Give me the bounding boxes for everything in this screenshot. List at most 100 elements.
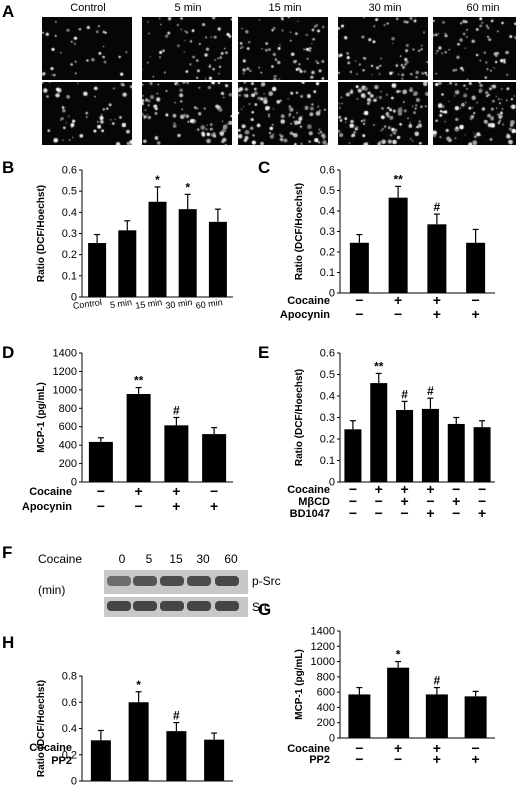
micrograph-60min-top xyxy=(433,17,516,80)
treatment-sign-d: − xyxy=(97,498,105,514)
significance-mark-c: ** xyxy=(393,172,403,186)
bar-b xyxy=(88,243,107,297)
src-band xyxy=(133,601,157,611)
treatment-sign-h: + xyxy=(210,752,218,768)
treatment-sign-e: − xyxy=(349,493,357,509)
treatment-sign-e: + xyxy=(426,481,434,497)
bar-c xyxy=(427,224,447,293)
blot-cocaine-label: Cocaine xyxy=(38,552,83,566)
y-tick-label-b: 0.3 xyxy=(62,228,77,240)
y-tick-label-c: 0.2 xyxy=(320,247,335,259)
treatment-sign-e: − xyxy=(349,505,357,521)
y-tick-label-e: 0.3 xyxy=(320,412,335,424)
src-band xyxy=(215,601,239,611)
psrc-band xyxy=(107,576,131,586)
treatment-sign-c: + xyxy=(433,306,441,322)
y-tick-label-e: 0.4 xyxy=(320,391,335,403)
src-band xyxy=(107,601,131,611)
significance-mark-d: ** xyxy=(134,374,144,388)
micrograph-60min-bottom xyxy=(433,82,516,145)
bar-e xyxy=(421,408,439,482)
treatment-label-g: Cocaine xyxy=(287,743,330,755)
y-tick-label-h: 0.4 xyxy=(62,723,77,735)
y-tick-label-g: 1000 xyxy=(311,656,335,668)
x-tick-label-b: Control xyxy=(72,297,102,311)
significance-mark-e: # xyxy=(401,387,408,401)
bar-e xyxy=(396,409,414,482)
treatment-label-d: Apocynin xyxy=(22,501,72,513)
micrograph-15min-top xyxy=(238,17,328,80)
y-tick-label-c: 0 xyxy=(329,288,335,300)
y-tick-label-d: 1200 xyxy=(53,366,77,378)
treatment-sign-e: − xyxy=(375,493,383,509)
treatment-sign-d: + xyxy=(172,483,180,499)
blot-lane-label: 30 xyxy=(196,552,210,566)
blot-psrc-label: p-Src xyxy=(252,574,281,588)
treatment-sign-g: + xyxy=(433,740,441,756)
micrograph-label-15min: 15 min xyxy=(268,2,302,14)
treatment-sign-e: + xyxy=(400,493,408,509)
y-tick-label-h: 0.2 xyxy=(62,749,77,761)
treatment-sign-g: − xyxy=(355,740,363,756)
panel-letter-f: F xyxy=(2,543,13,562)
significance-mark-d: # xyxy=(173,404,180,418)
micrograph-15min-bottom xyxy=(238,82,328,145)
treatment-sign-h: − xyxy=(97,739,105,755)
y-tick-label-d: 0 xyxy=(71,477,77,489)
bar-h xyxy=(128,702,149,781)
y-tick-label-b: 0.4 xyxy=(62,207,77,219)
y-tick-label-b: 0.5 xyxy=(62,186,77,198)
bar-d xyxy=(126,394,151,482)
y-axis-label-g: MCP-1 (pg/mL) xyxy=(294,649,305,720)
x-tick-label-b: 30 min xyxy=(165,297,193,311)
blot-lane-label: 5 xyxy=(145,552,153,566)
y-tick-label-c: 0.3 xyxy=(320,226,335,238)
micrograph-30min-bottom xyxy=(338,82,428,145)
treatment-sign-e: − xyxy=(478,493,486,509)
treatment-label-e: Cocaine xyxy=(287,484,330,496)
treatment-label-c: Apocynin xyxy=(280,309,330,321)
y-tick-label-h: 0 xyxy=(71,776,77,788)
treatment-sign-e: − xyxy=(478,481,486,497)
y-axis-label-h: Ratio (DCF/Hoechst) xyxy=(36,680,47,777)
bar-h xyxy=(90,740,111,781)
y-axis-label-d: MCP-1 (pg/mL) xyxy=(36,382,47,453)
y-tick-label-g: 0 xyxy=(329,733,335,745)
y-tick-label-c: 0.5 xyxy=(320,185,335,197)
bar-h xyxy=(204,739,225,781)
panel-letter-h: H xyxy=(2,633,15,652)
y-tick-label-b: 0.6 xyxy=(62,165,77,177)
significance-mark-h: * xyxy=(136,678,141,692)
y-tick-label-h: 0.8 xyxy=(62,671,77,683)
bar-g xyxy=(464,696,487,738)
bar-e xyxy=(370,383,388,482)
treatment-sign-e: − xyxy=(400,505,408,521)
treatment-sign-h: + xyxy=(172,739,180,755)
bar-b xyxy=(178,209,197,297)
y-tick-label-d: 1000 xyxy=(53,384,77,396)
treatment-sign-e: − xyxy=(349,481,357,497)
y-tick-label-b: 0.2 xyxy=(62,249,77,261)
significance-mark-b: * xyxy=(185,180,190,194)
treatment-sign-c: − xyxy=(394,306,402,322)
x-tick-label-b: 15 min xyxy=(135,297,163,311)
y-tick-label-c: 0.4 xyxy=(320,206,335,218)
y-tick-label-g: 1400 xyxy=(311,626,335,638)
treatment-sign-e: + xyxy=(478,505,486,521)
bar-g xyxy=(348,694,371,738)
x-tick-label-b: 5 min xyxy=(109,297,132,310)
bar-c xyxy=(466,242,486,293)
y-axis-label-c: Ratio (DCF/Hoechst) xyxy=(294,183,305,280)
y-axis-label-e: Ratio (DCF/Hoechst) xyxy=(294,369,305,466)
y-tick-label-e: 0.5 xyxy=(320,369,335,381)
y-tick-label-e: 0.2 xyxy=(320,434,335,446)
significance-mark-g: * xyxy=(396,648,401,662)
treatment-sign-c: + xyxy=(433,292,441,308)
treatment-label-e: BD1047 xyxy=(290,508,330,520)
bar-d xyxy=(164,425,189,482)
treatment-sign-h: + xyxy=(172,752,180,768)
y-tick-label-b: 0.1 xyxy=(62,270,77,282)
micrograph-label-control: Control xyxy=(70,2,106,14)
bar-b xyxy=(208,221,227,297)
panel-letter-a: A xyxy=(2,2,15,21)
